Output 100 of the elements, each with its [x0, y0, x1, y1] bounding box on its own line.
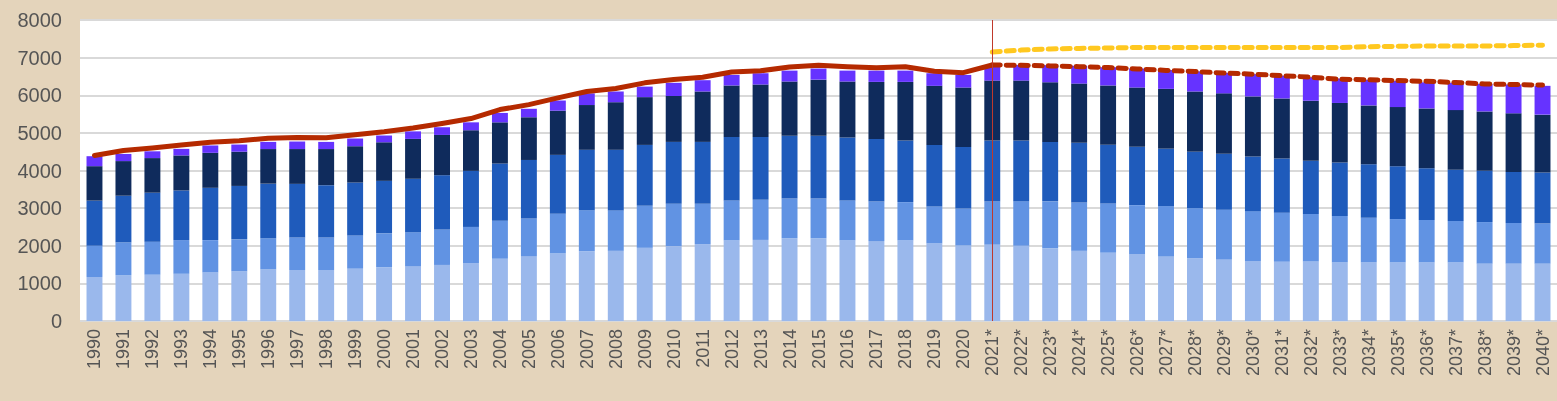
bar: [144, 151, 161, 159]
x-tick-label: 2010: [663, 329, 684, 370]
bar: [1158, 206, 1174, 257]
bar: [376, 267, 393, 321]
bar: [520, 159, 537, 219]
bar: [1476, 263, 1493, 321]
bar: [1389, 166, 1406, 220]
bar: [1100, 144, 1117, 204]
bar: [1071, 250, 1088, 321]
bar: [781, 70, 798, 82]
bar: [694, 141, 711, 204]
bar: [1042, 82, 1059, 142]
bar: [810, 238, 827, 321]
bar: [665, 82, 682, 96]
bar: [463, 170, 479, 227]
bar: [144, 274, 161, 321]
bar: [1302, 77, 1319, 101]
bar: [376, 233, 393, 268]
bar: [781, 135, 798, 199]
bar: [868, 139, 885, 202]
bar: [955, 208, 972, 246]
bar: [897, 140, 914, 203]
bar: [1042, 141, 1059, 202]
bar: [839, 200, 856, 241]
bar: [289, 237, 306, 271]
bar: [289, 183, 306, 238]
bar: [723, 74, 740, 86]
bar: [636, 144, 653, 206]
bar: [1418, 262, 1435, 321]
x-tick-label: 2005: [518, 329, 539, 370]
bar: [115, 161, 132, 196]
bar: [144, 158, 161, 193]
bar: [1071, 202, 1088, 251]
bar: [1129, 254, 1146, 321]
bar: [1534, 223, 1551, 264]
bar: [405, 266, 422, 321]
x-tick-label: 1996: [258, 329, 279, 370]
bar: [665, 96, 682, 142]
bar: [578, 251, 595, 321]
bar: [1302, 100, 1319, 161]
bar: [781, 81, 798, 136]
bar: [1013, 245, 1030, 321]
bar: [463, 263, 479, 321]
x-tick-label: 1999: [345, 329, 366, 370]
bar: [549, 100, 566, 111]
bar: [1534, 85, 1551, 115]
bar: [1360, 79, 1377, 106]
bar: [1042, 201, 1059, 249]
bar: [347, 138, 364, 147]
x-tick-label: 2018: [895, 329, 916, 370]
bar: [549, 154, 566, 214]
bar: [1505, 222, 1522, 264]
bar: [694, 80, 711, 92]
bar: [231, 271, 248, 321]
x-tick-label: 2006: [547, 329, 568, 370]
bar: [318, 141, 335, 150]
bar: [1389, 262, 1406, 321]
bar: [1331, 216, 1348, 263]
bar: [1360, 105, 1377, 165]
bar: [868, 241, 885, 321]
x-tick-label: 2020: [953, 329, 974, 370]
bar: [347, 146, 364, 183]
x-tick-label: 2012: [721, 329, 742, 370]
x-tick-label: 1992: [142, 329, 163, 370]
bar: [897, 70, 914, 82]
bar: [1360, 262, 1377, 321]
bar: [1158, 256, 1174, 321]
bar: [549, 213, 566, 254]
bar: [955, 245, 972, 321]
bar: [491, 122, 508, 164]
bar: [1476, 83, 1493, 112]
bar: [434, 127, 450, 135]
bar: [1244, 260, 1261, 321]
x-tick-label: 2022*: [1011, 329, 1032, 377]
bar: [405, 178, 422, 233]
bar: [1534, 172, 1551, 224]
y-tick-label: 3000: [17, 197, 62, 220]
bar: [1100, 252, 1117, 321]
bar: [926, 206, 943, 244]
bar: [289, 270, 306, 321]
bar: [1100, 85, 1117, 145]
bar: [1187, 208, 1203, 259]
bar: [694, 91, 711, 142]
bar: [1158, 88, 1174, 149]
bar: [1331, 262, 1348, 321]
bar: [868, 70, 885, 82]
bar: [1158, 148, 1174, 207]
bar: [607, 102, 624, 150]
bar: [1100, 203, 1117, 253]
bar: [231, 144, 248, 152]
bar: [1476, 111, 1493, 171]
x-tick-label: 2037*: [1445, 329, 1466, 377]
bar: [578, 210, 595, 252]
x-tick-label: 2026*: [1127, 329, 1148, 377]
x-tick-label: 2038*: [1474, 329, 1495, 377]
x-tick-label: 2034*: [1358, 329, 1379, 377]
bar: [752, 137, 769, 200]
x-tick-label: 2000: [374, 329, 395, 370]
bar: [752, 239, 769, 321]
bar: [202, 240, 219, 273]
